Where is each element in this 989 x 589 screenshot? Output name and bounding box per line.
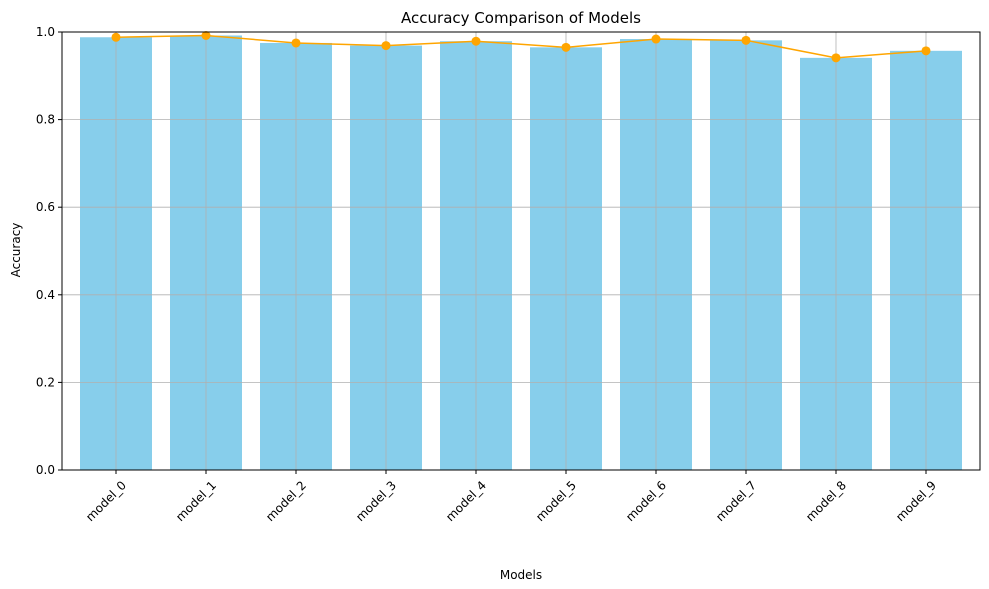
chart-title: Accuracy Comparison of Models: [401, 9, 641, 27]
line-point-model_1: [201, 31, 211, 40]
accuracy-line: [115, 34, 927, 59]
y-tick-label: 0.8: [36, 113, 55, 127]
line-point-model_6: [651, 34, 661, 44]
y-tick-label: 1.0: [36, 25, 55, 39]
line-point-model_0: [111, 32, 121, 42]
y-tick-label: 0.6: [36, 200, 55, 214]
line-point-model_8: [831, 53, 841, 63]
line-point-model_9: [921, 46, 931, 56]
y-tick-label: 0.0: [36, 463, 55, 477]
line-point-model_7: [741, 35, 751, 45]
y-tick-label: 0.4: [36, 288, 55, 302]
line-point-model_4: [471, 36, 481, 46]
y-axis-label: Accuracy: [9, 223, 23, 278]
line-point-model_2: [291, 38, 301, 48]
line-point-model_3: [381, 41, 391, 51]
axes-frame: [61, 31, 981, 471]
line-point-model_5: [561, 42, 571, 52]
y-tick-label: 0.2: [36, 375, 55, 389]
x-axis-label: Models: [500, 568, 542, 582]
